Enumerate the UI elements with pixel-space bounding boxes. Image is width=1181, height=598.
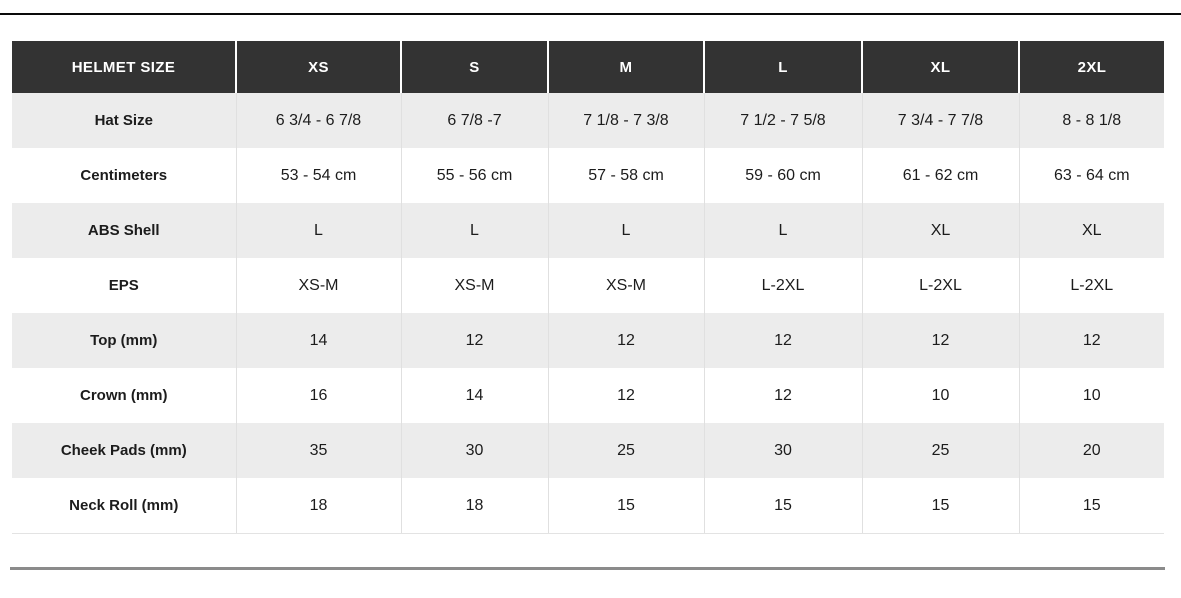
cell: 30 xyxy=(400,423,548,478)
cell: 10 xyxy=(861,368,1019,423)
cell: 12 xyxy=(703,368,862,423)
cell: L xyxy=(235,203,401,258)
cell: 12 xyxy=(703,313,862,368)
row-label: Centimeters xyxy=(80,167,168,184)
table-row-abs-shell: ABS Shell L L L L XL XL xyxy=(12,203,1164,258)
cell: 20 xyxy=(1018,423,1164,478)
cell: 57 - 58 cm xyxy=(547,148,704,203)
cell: XL xyxy=(861,203,1019,258)
cell: 14 xyxy=(235,313,401,368)
cell: 12 xyxy=(1018,313,1164,368)
cell: 63 - 64 cm xyxy=(1018,148,1164,203)
header-row: HELMET SIZE XS S M L XL 2XL xyxy=(12,41,1164,93)
cell: 15 xyxy=(547,478,704,534)
cell: 25 xyxy=(861,423,1019,478)
header-cell-xl: XL xyxy=(861,41,1019,93)
cell: XS-M xyxy=(547,258,704,313)
header-cell-xs: XS xyxy=(235,41,401,93)
cell: L-2XL xyxy=(861,258,1019,313)
cell: XS-M xyxy=(400,258,548,313)
size-table: HELMET SIZE XS S M L XL 2XL Hat Size 6 3… xyxy=(12,41,1164,534)
row-label: EPS xyxy=(108,277,139,294)
cell: 12 xyxy=(547,313,704,368)
cell: 61 - 62 cm xyxy=(861,148,1019,203)
cell: 15 xyxy=(1018,478,1164,534)
cell: 7 1/2 - 7 5/8 xyxy=(703,93,862,148)
row-label: Cheek Pads (mm) xyxy=(60,442,187,459)
row-label: Hat Size xyxy=(94,112,153,129)
row-label: Neck Roll (mm) xyxy=(12,478,236,534)
cell: L xyxy=(703,203,862,258)
cell: 6 3/4 - 6 7/8 xyxy=(235,93,401,148)
cell: 35 xyxy=(235,423,401,478)
cell: 18 xyxy=(235,478,401,534)
cell: 12 xyxy=(861,313,1019,368)
table-row-crown-mm: Crown (mm) 16 14 12 12 10 10 xyxy=(12,368,1164,423)
row-label: ABS Shell xyxy=(87,222,160,239)
cell: XS-M xyxy=(235,258,401,313)
cell: 55 - 56 cm xyxy=(400,148,548,203)
cell: 7 1/8 - 7 3/8 xyxy=(547,93,704,148)
header-cell-helmet-size: HELMET SIZE xyxy=(12,41,236,93)
table-row-eps: EPS XS-M XS-M XS-M L-2XL L-2XL L-2XL xyxy=(12,258,1164,313)
table-row-top-mm: Top (mm) 14 12 12 12 12 12 xyxy=(12,313,1164,368)
header-cell-s: S xyxy=(400,41,548,93)
cell: 14 xyxy=(400,368,548,423)
header-cell-m: M xyxy=(547,41,704,93)
cell: 10 xyxy=(1018,368,1164,423)
cell: L xyxy=(400,203,548,258)
cell: 7 3/4 - 7 7/8 xyxy=(861,93,1019,148)
cell: 18 xyxy=(400,478,548,534)
cell: 12 xyxy=(547,368,704,423)
helmet-size-chart: HELMET SIZE XS S M L XL 2XL Hat Size 6 3… xyxy=(12,41,1164,534)
top-divider xyxy=(0,13,1181,15)
cell: XL xyxy=(1018,203,1164,258)
header-cell-l: L xyxy=(703,41,862,93)
row-label: Top (mm) xyxy=(90,332,158,349)
cell: 15 xyxy=(703,478,862,534)
cell: 59 - 60 cm xyxy=(703,148,862,203)
cell: 15 xyxy=(861,478,1019,534)
table-row-centimeters: Centimeters 53 - 54 cm 55 - 56 cm 57 - 5… xyxy=(12,148,1164,203)
cell: 8 - 8 1/8 xyxy=(1018,93,1164,148)
cell: 12 xyxy=(400,313,548,368)
cell: 6 7/8 -7 xyxy=(400,93,548,148)
cell: 53 - 54 cm xyxy=(235,148,401,203)
header-cell-2xl: 2XL xyxy=(1018,41,1164,93)
row-label: Crown (mm) xyxy=(80,387,168,404)
table-row-hat-size: Hat Size 6 3/4 - 6 7/8 6 7/8 -7 7 1/8 - … xyxy=(12,93,1164,148)
cell: 16 xyxy=(235,368,401,423)
table-row-cheek-pads-mm: Cheek Pads (mm) 35 30 25 30 25 20 xyxy=(12,423,1164,478)
cell: L xyxy=(547,203,704,258)
bottom-divider xyxy=(10,567,1165,570)
cell: L-2XL xyxy=(703,258,862,313)
cell: 30 xyxy=(703,423,862,478)
cell: 25 xyxy=(547,423,704,478)
cell: L-2XL xyxy=(1018,258,1164,313)
table-row-neck-roll-mm: Neck Roll (mm) 18 18 15 15 15 15 xyxy=(12,478,1164,534)
